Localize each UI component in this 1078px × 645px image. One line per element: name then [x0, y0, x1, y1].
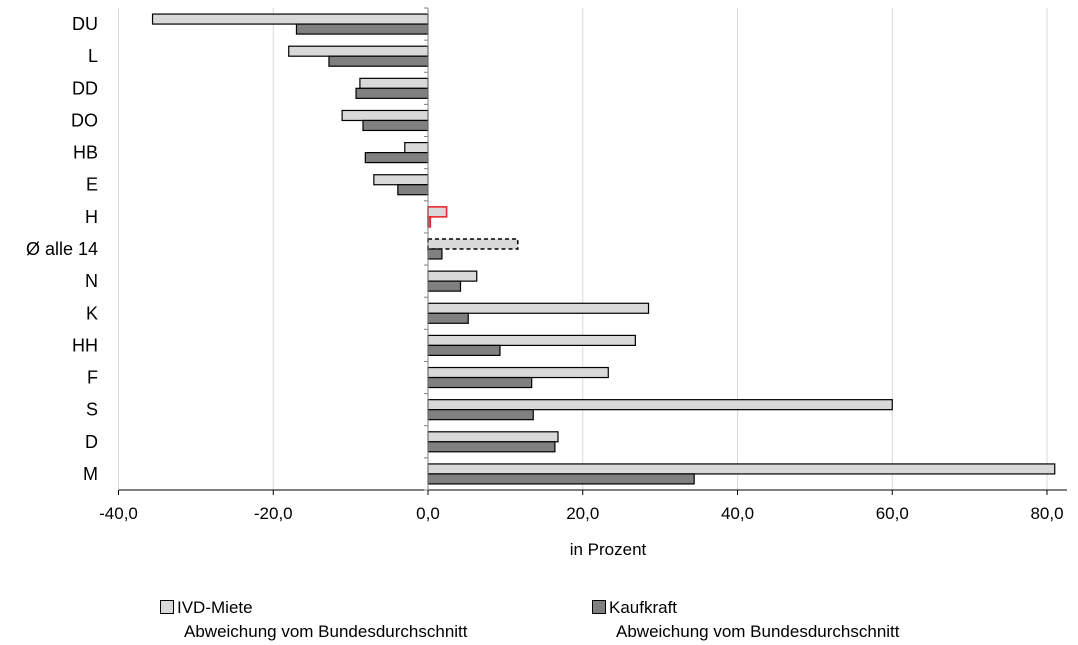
y-category-label: D	[85, 432, 98, 452]
bar-kaufkraft	[397, 184, 429, 196]
bar-kaufkraft	[362, 119, 429, 132]
bar-ivd-miete	[341, 109, 429, 122]
y-category-label: DO	[71, 110, 98, 130]
legend-sublabel-kaufkraft: Abweichung vom Bundesdurchschnitt	[616, 622, 900, 641]
bar-kaufkraft	[427, 248, 443, 260]
bar-kaufkraft	[427, 344, 501, 356]
bar-kaufkraft	[328, 55, 429, 67]
x-tick-label: -40,0	[99, 504, 138, 523]
y-category-label: S	[86, 400, 98, 420]
x-tick-label: 80,0	[1030, 504, 1063, 523]
y-category-label: E	[86, 175, 98, 195]
legend-item-kaufkraft: Kaufkraft Abweichung vom Bundesdurchschn…	[592, 596, 900, 644]
labels: -40,0 -20,0 0,0 20,0 40,0 60,0 80,0DULDDDOHBEH…	[26, 14, 1064, 559]
bar-ivd-miete	[427, 334, 636, 346]
y-category-label: Ø alle 14	[26, 239, 98, 259]
x-tick-label: 0,0	[416, 504, 440, 523]
y-category-label: HH	[72, 335, 98, 355]
bar-ivd-miete	[427, 270, 478, 282]
y-category-label: L	[88, 46, 98, 66]
legend-label-kaufkraft: Kaufkraft	[609, 598, 678, 617]
legend-swatch-ivd-miete	[160, 600, 174, 614]
y-category-label: N	[85, 271, 98, 291]
y-category-label: K	[86, 303, 98, 323]
bar-kaufkraft	[427, 376, 533, 389]
y-category-label: DU	[72, 14, 98, 34]
y-category-label: DD	[72, 78, 98, 98]
axes	[118, 7, 1067, 495]
x-tick-label: 40,0	[721, 504, 754, 523]
bar-kaufkraft	[355, 87, 429, 99]
bar-ivd-miete	[288, 45, 429, 57]
bar-ivd-miete	[427, 431, 559, 443]
bar-kaufkraft	[427, 409, 534, 421]
bar-kaufkraft	[427, 312, 469, 324]
x-tick-label: -20,0	[254, 504, 293, 523]
bar-ivd-miete	[151, 13, 429, 25]
bar-ivd-miete	[373, 174, 429, 186]
bar-ivd-miete	[427, 206, 448, 218]
bar-ivd-miete	[404, 142, 429, 154]
bar-kaufkraft	[427, 473, 695, 485]
y-category-label: M	[83, 464, 98, 484]
bar-ivd-miete	[427, 463, 1056, 475]
y-category-label: F	[87, 368, 98, 388]
bar-kaufkraft	[427, 441, 556, 453]
bar-chart: -40,0 -20,0 0,0 20,0 40,0 60,0 80,0DULDDDOHBEH…	[26, 7, 1067, 559]
bar-ivd-miete	[359, 77, 429, 89]
y-category-label: H	[85, 207, 98, 227]
gridlines	[118, 8, 1048, 490]
legend-swatch-kaufkraft	[592, 600, 606, 614]
x-tick-label: 60,0	[876, 504, 909, 523]
legend-label-ivd-miete: IVD-Miete	[177, 598, 253, 617]
bar-ivd-miete	[427, 366, 609, 379]
legend-sublabel-ivd-miete: Abweichung vom Bundesdurchschnitt	[184, 622, 468, 641]
bar-kaufkraft	[427, 280, 462, 292]
x-axis-title: in Prozent	[570, 540, 647, 559]
x-tick-label: 20,0	[566, 504, 599, 523]
legend-item-ivd-miete: IVD-Miete Abweichung vom Bundesdurchschn…	[160, 596, 468, 644]
bar-kaufkraft	[295, 23, 429, 35]
bar-kaufkraft	[364, 152, 429, 164]
bar-ivd-miete	[427, 302, 650, 314]
bar-ivd-miete	[427, 399, 893, 411]
y-category-label: HB	[73, 143, 98, 163]
bars	[151, 13, 1056, 485]
bar-ivd-miete	[427, 238, 519, 250]
